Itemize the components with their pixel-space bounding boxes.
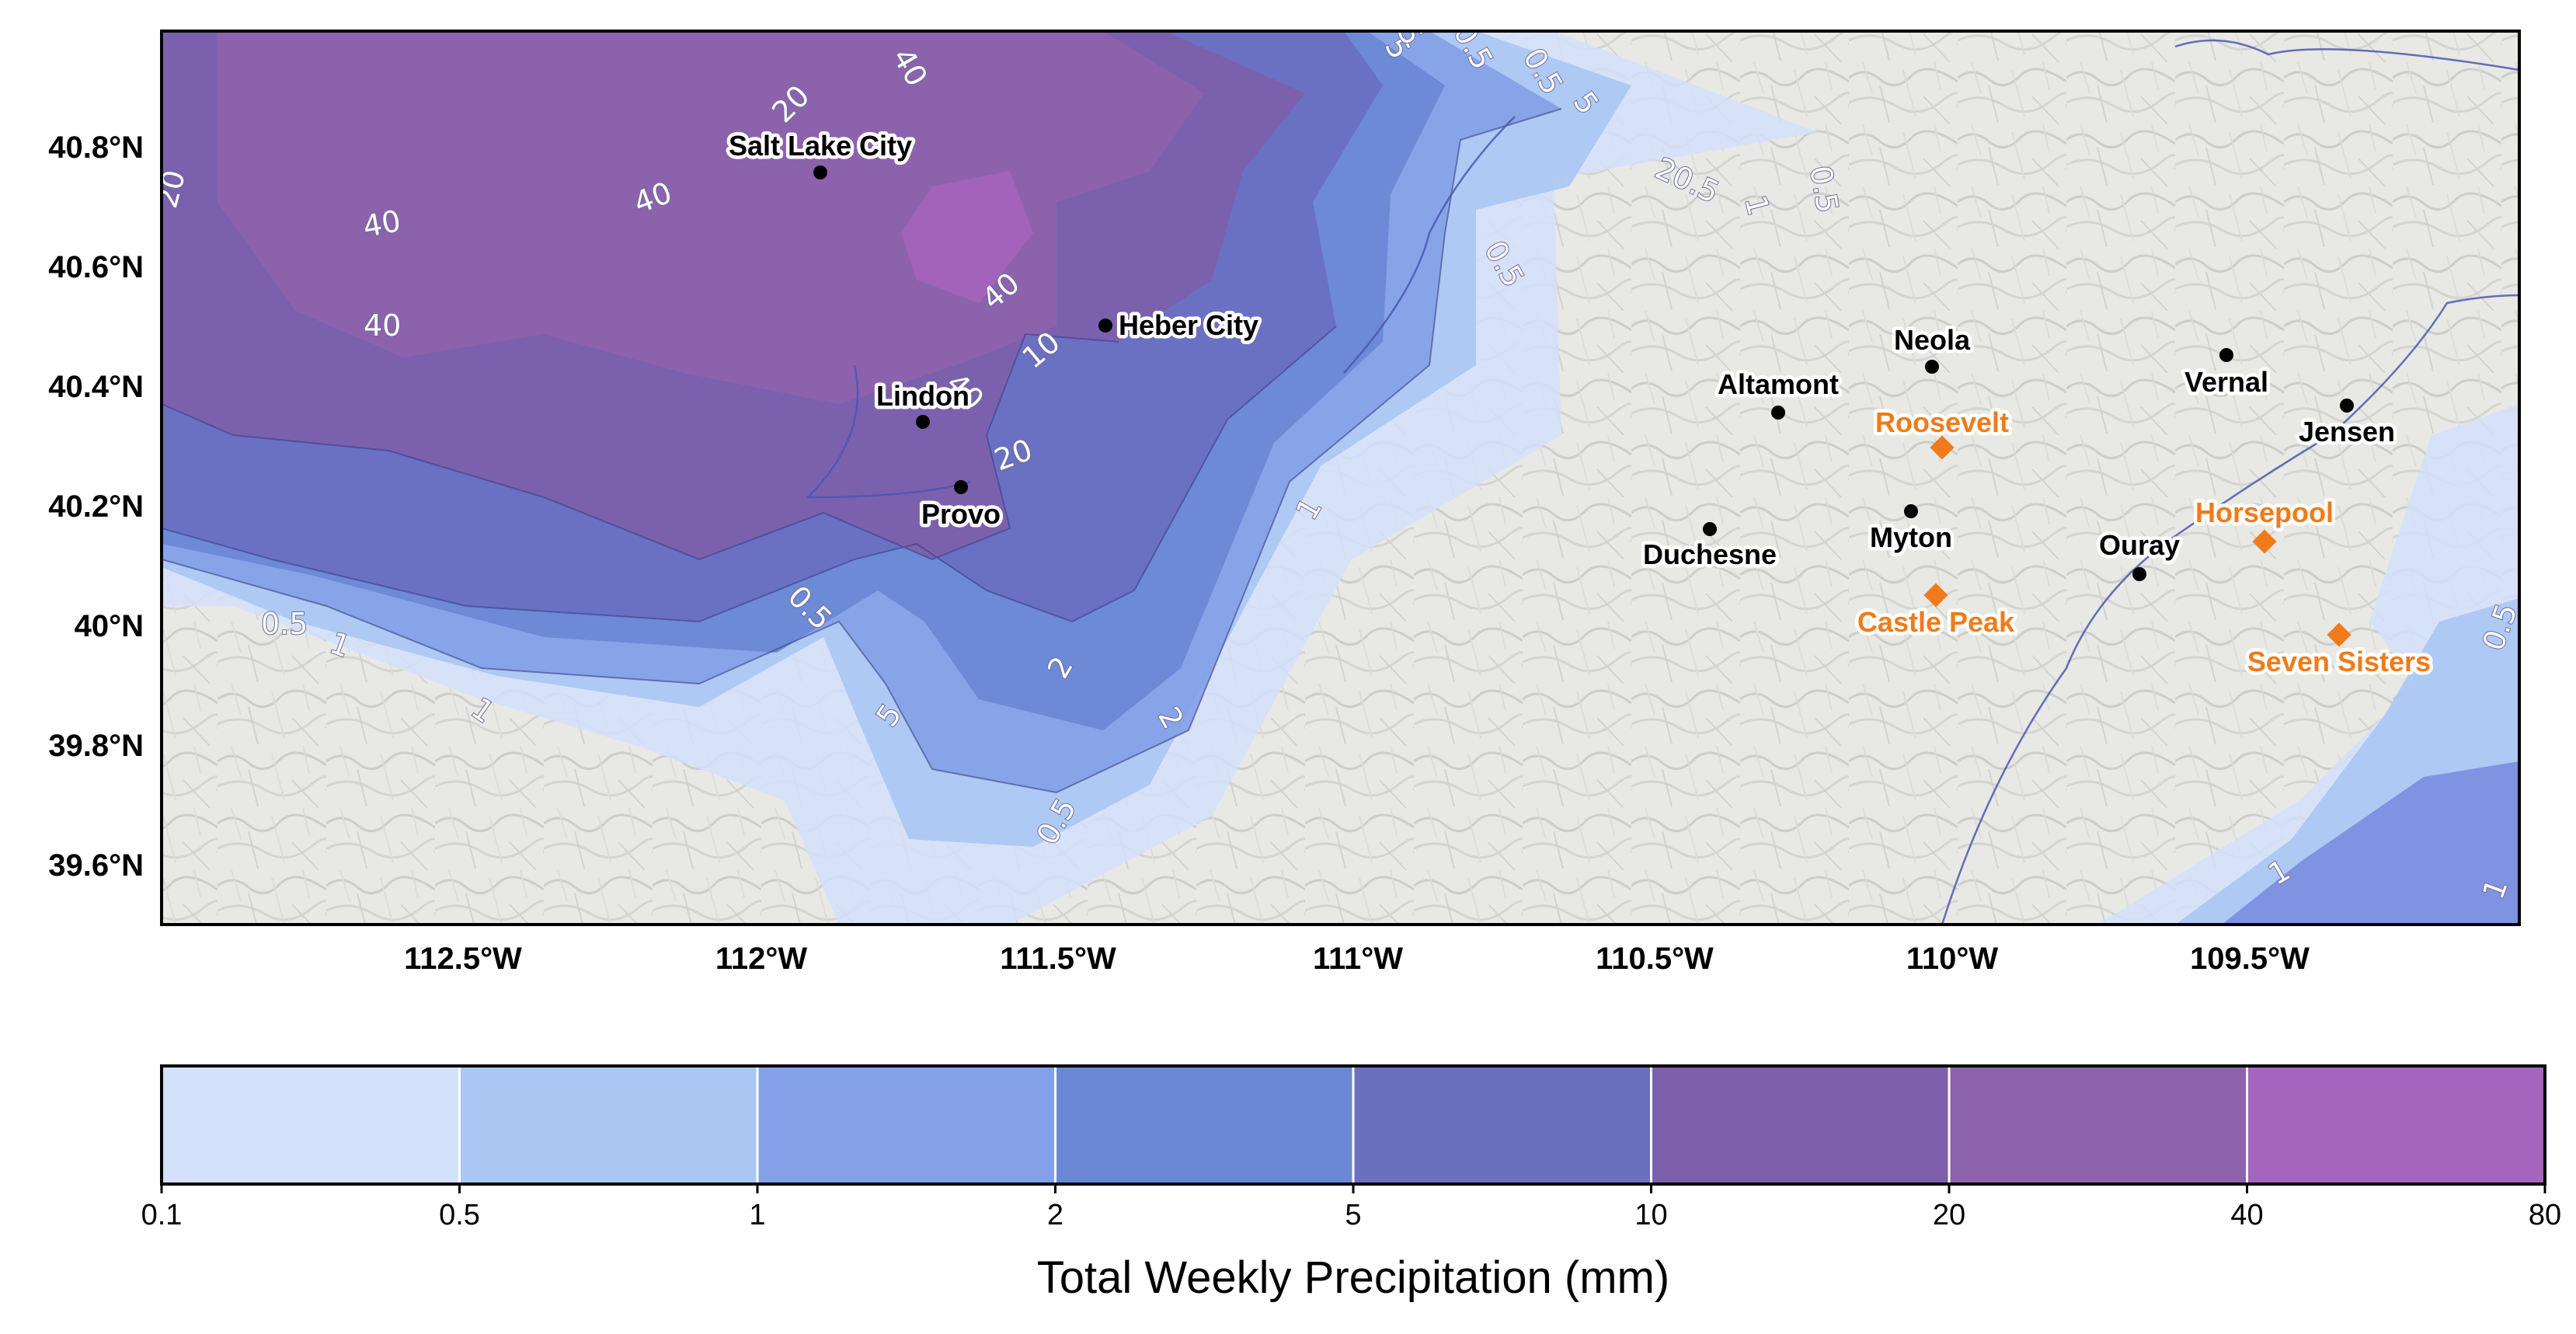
site-marker-roosevelt xyxy=(1930,435,1955,460)
site-marker-horsepool xyxy=(2252,529,2277,554)
city-marker-vernal xyxy=(2219,348,2233,362)
colorbar-swatch xyxy=(1651,1066,1949,1184)
colorbar-tick-label: 5 xyxy=(1345,1199,1361,1231)
colorbar-tick-label: 80 xyxy=(2529,1199,2561,1231)
colorbar-title: Total Weekly Precipitation (mm) xyxy=(1037,1252,1669,1303)
lat-tick: 40.4°N xyxy=(48,370,144,404)
city-marker-salt-lake-city xyxy=(813,165,827,179)
site-label-seven-sisters: Seven Sisters xyxy=(2247,646,2431,677)
city-label-jensen: Jensen xyxy=(2299,416,2395,448)
colorbar-tick-label: 40 xyxy=(2230,1199,2263,1231)
city-label-lindon: Lindon xyxy=(876,380,969,412)
colorbar-swatch xyxy=(1949,1066,2247,1184)
colorbar-tick-label: 0.5 xyxy=(439,1199,480,1231)
site-marker-castle-peak xyxy=(1923,583,1948,608)
lon-tick: 109.5°W xyxy=(2190,942,2310,976)
longitude-axis: 112.5°W 112°W 111.5°W 111°W 110.5°W 110°… xyxy=(404,942,2310,976)
precip-band-20-40 xyxy=(218,31,1204,404)
city-marker-myton xyxy=(1904,504,1918,518)
lon-tick: 111°W xyxy=(1313,942,1403,976)
colorbar-tick-label: 2 xyxy=(1047,1199,1063,1231)
lon-tick: 112.5°W xyxy=(404,942,522,976)
lon-tick: 110°W xyxy=(1906,942,1999,976)
city-label-myton: Myton xyxy=(1870,521,1952,553)
colorbar-tick-label: 20 xyxy=(1933,1199,1965,1231)
colorbar-swatches xyxy=(162,1066,2545,1184)
lon-tick: 111.5°W xyxy=(1000,942,1116,976)
site-label-horsepool: Horsepool xyxy=(2195,496,2334,528)
colorbar-tick-label: 0.1 xyxy=(141,1199,183,1231)
contour-label: 40 xyxy=(364,308,401,343)
city-label-provo: Provo xyxy=(921,498,1001,530)
contour-lines xyxy=(162,108,1562,794)
city-label-ouray: Ouray xyxy=(2099,529,2180,561)
city-marker-lindon xyxy=(916,415,930,429)
colorbar-ticks: 0.1 0.5 1 2 5 10 20 40 80 xyxy=(141,1184,2561,1231)
precip-band-1-2-east xyxy=(2222,761,2519,925)
contour-label: 40 xyxy=(360,204,403,244)
city-marker-neola xyxy=(1925,360,1939,374)
colorbar-swatch xyxy=(1055,1066,1353,1184)
precip-band-40-80 xyxy=(901,171,1033,303)
city-markers: Salt Lake City Heber City Lindon Provo N… xyxy=(725,127,2399,581)
lon-tick: 112°W xyxy=(715,942,808,976)
city-label-duchesne: Duchesne xyxy=(1643,538,1777,570)
city-label-vernal: Vernal xyxy=(2184,366,2268,398)
colorbar: 0.1 0.5 1 2 5 10 20 40 80 Total Weekly Precipita… xyxy=(141,1064,2561,1303)
city-label-heber-city: Heber City xyxy=(1119,309,1258,341)
colorbar-tick-label: 10 xyxy=(1634,1199,1667,1231)
site-markers: Roosevelt Horsepool Castle Peak Seven Si… xyxy=(1854,403,2434,681)
city-label-altamont: Altamont xyxy=(1718,368,1839,400)
lat-tick: 40.6°N xyxy=(48,250,144,284)
lat-tick: 40.8°N xyxy=(48,131,144,165)
map-frame xyxy=(160,30,2521,926)
city-marker-altamont xyxy=(1771,406,1785,420)
lat-tick: 39.6°N xyxy=(48,848,144,883)
contour-label: 0.5 xyxy=(261,607,308,641)
map-panel: 40 20 20 40 40 40 40 40 10 20 5 2 2 1 1 … xyxy=(162,31,2519,925)
site-label-roosevelt: Roosevelt xyxy=(1875,406,2009,438)
lat-tick: 40.2°N xyxy=(48,489,144,524)
colorbar-swatch xyxy=(1353,1066,1652,1184)
site-marker-seven-sisters xyxy=(2327,622,2351,647)
city-label-salt-lake-city: Salt Lake City xyxy=(729,130,912,162)
colorbar-swatch xyxy=(2247,1066,2545,1184)
site-label-castle-peak: Castle Peak xyxy=(1857,606,2015,638)
city-marker-ouray xyxy=(2132,567,2146,581)
city-marker-heber-city xyxy=(1098,319,1112,333)
latitude-axis: 40.8°N 40.6°N 40.4°N 40.2°N 40°N 39.8°N … xyxy=(48,131,144,883)
colorbar-swatch xyxy=(162,1066,460,1184)
city-marker-jensen xyxy=(2340,399,2354,413)
city-label-neola: Neola xyxy=(1894,324,1971,356)
lat-tick: 39.8°N xyxy=(48,729,144,763)
lon-tick: 110.5°W xyxy=(1596,942,1714,976)
city-marker-duchesne xyxy=(1703,522,1717,536)
colorbar-swatch xyxy=(459,1066,757,1184)
rivers xyxy=(805,39,2519,925)
city-marker-provo xyxy=(954,480,968,494)
colorbar-tick-label: 1 xyxy=(749,1199,765,1231)
lat-tick: 40°N xyxy=(75,609,144,643)
colorbar-swatch xyxy=(757,1066,1056,1184)
